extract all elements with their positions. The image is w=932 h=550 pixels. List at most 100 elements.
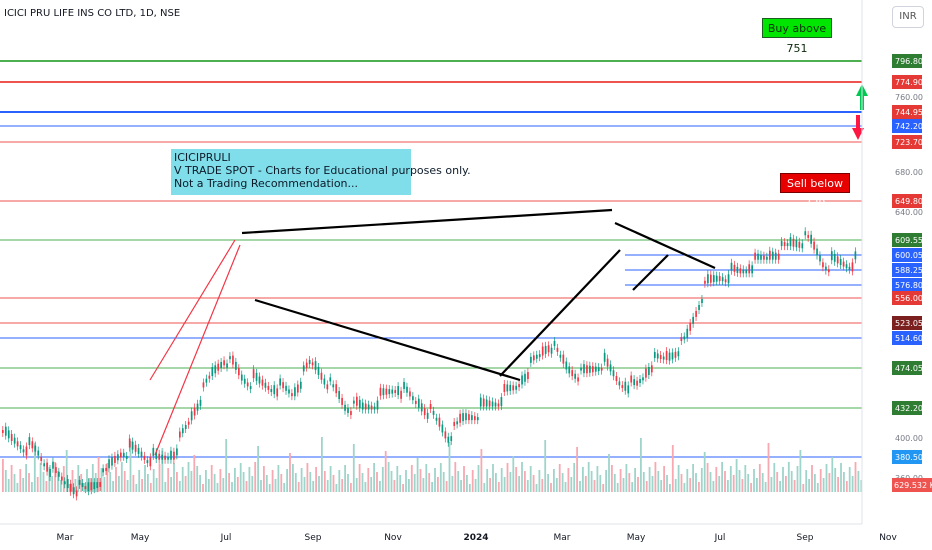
candle — [426, 412, 429, 419]
volume-bar — [741, 479, 744, 492]
volume-bar — [587, 462, 590, 492]
candle — [72, 487, 75, 495]
volume-bar — [196, 466, 199, 492]
candle — [403, 381, 405, 389]
volume-bar — [303, 477, 306, 492]
candle — [267, 385, 270, 390]
candle — [639, 379, 641, 384]
candle — [46, 462, 48, 472]
volume-bar — [364, 482, 367, 492]
volume-bar — [326, 480, 329, 492]
candle — [524, 373, 526, 382]
candle — [792, 238, 795, 247]
candle — [736, 266, 739, 273]
candle — [356, 396, 358, 406]
candle — [830, 251, 833, 261]
volume-bar — [62, 466, 65, 492]
candle — [158, 453, 161, 460]
volume-bar — [294, 473, 297, 492]
volume-bar — [120, 462, 123, 492]
volume-bar — [582, 467, 584, 492]
candle — [535, 354, 538, 359]
candle — [297, 384, 299, 393]
volume-bar — [526, 480, 529, 492]
candle — [648, 366, 650, 375]
candle — [748, 264, 751, 274]
candle — [553, 340, 556, 346]
candle — [615, 376, 618, 382]
candle — [780, 241, 783, 247]
x-tick-label: Mar — [57, 533, 74, 543]
volume-bar — [660, 480, 663, 492]
volume-bar — [506, 463, 509, 492]
volume-bar — [123, 471, 126, 492]
candle — [276, 388, 279, 397]
candle — [656, 353, 659, 359]
volume-bar — [538, 470, 541, 492]
volume-bar — [321, 437, 323, 492]
volume-bar — [663, 466, 665, 492]
candle — [612, 370, 615, 377]
candle — [99, 482, 102, 488]
x-tick-label: Sep — [797, 533, 814, 543]
currency-button[interactable]: INR — [892, 6, 924, 28]
candle — [704, 280, 706, 284]
price-tag: 774.90 — [892, 75, 923, 89]
volume-bar — [524, 471, 526, 492]
volume-bar — [187, 462, 190, 492]
candle — [323, 378, 326, 385]
candle — [476, 417, 479, 421]
volume-bar — [553, 469, 555, 492]
volume-bar — [13, 474, 16, 492]
candle — [556, 347, 559, 352]
candle — [55, 467, 57, 474]
volume-bar — [361, 473, 364, 492]
volume-bar — [750, 483, 752, 492]
candle — [388, 389, 391, 395]
candle — [208, 375, 211, 379]
candle — [394, 390, 397, 394]
candle — [93, 482, 96, 490]
volume-bar — [756, 478, 758, 492]
volume-bar — [790, 471, 793, 492]
volume-bar — [260, 480, 262, 492]
volume-bar — [837, 477, 839, 492]
volume-bar — [245, 481, 248, 492]
candle — [825, 266, 827, 271]
candle — [854, 251, 857, 260]
volume-bar — [413, 474, 416, 492]
candle — [373, 406, 376, 410]
volume-bar — [451, 476, 454, 492]
volume-bar — [141, 479, 143, 492]
volume-bar — [683, 483, 686, 492]
candle — [31, 441, 34, 449]
volume-bar — [703, 452, 706, 492]
candle — [500, 397, 503, 407]
svg-text:576.80: 576.80 — [895, 281, 923, 290]
note-line-3: Not a Trading Recommendation... — [174, 177, 359, 190]
note-line-2: V TRADE SPOT - Charts for Educational pu… — [174, 164, 471, 177]
x-tick-label: Jul — [714, 533, 726, 543]
volume-bar — [466, 475, 468, 492]
candle — [642, 377, 644, 381]
candle — [125, 455, 128, 459]
candle — [376, 400, 379, 410]
volume-bar — [355, 478, 358, 492]
candle — [727, 274, 730, 284]
volume-bar — [181, 467, 184, 492]
volume-bar — [439, 463, 442, 492]
volume-bar — [45, 481, 48, 492]
candle — [474, 416, 476, 421]
candle — [61, 476, 63, 481]
candle — [822, 262, 824, 268]
candle — [2, 430, 4, 433]
volume-bar — [89, 478, 91, 492]
volume-bar — [265, 475, 268, 492]
candle — [845, 264, 848, 269]
candle — [10, 434, 13, 442]
volume-bar — [764, 482, 767, 492]
volume-bar — [97, 457, 100, 492]
volume-bar — [558, 464, 561, 492]
candle — [482, 398, 485, 407]
